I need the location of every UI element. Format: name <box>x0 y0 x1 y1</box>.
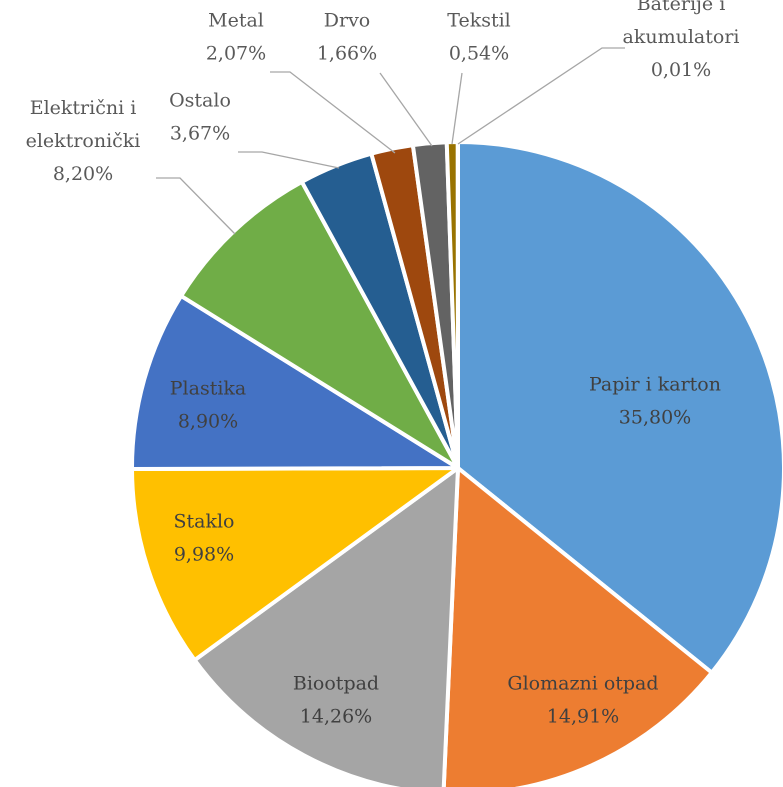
slice-category-label: Metal <box>208 10 264 32</box>
slice-label: Plastika 8,90% <box>170 378 247 433</box>
slice-value-label: 14,26% <box>300 706 372 728</box>
slice-category-label: Ostalo <box>169 90 231 112</box>
slice-label: Metal 2,07% <box>206 10 266 65</box>
slice-value-label: 8,20% <box>53 163 113 185</box>
slice-label: Glomazni otpad 14,91% <box>507 673 658 728</box>
slice-label: Staklo 9,98% <box>173 511 234 566</box>
pie-slice <box>441 466 714 787</box>
slice-category-label: Biootpad <box>293 673 379 695</box>
slice-label: Papir i karton 35,80% <box>589 374 721 429</box>
slice-value-label: 0,01% <box>651 59 711 81</box>
slice-category-label: Električni i <box>30 97 137 119</box>
slice-value-label: 3,67% <box>170 123 230 145</box>
slice-value-label: 8,90% <box>178 411 238 433</box>
slice-label: Biootpad 14,26% <box>293 673 379 728</box>
pie-slice <box>179 179 460 470</box>
leader-line <box>457 47 625 145</box>
leader-line <box>451 72 463 145</box>
pie-slice <box>129 293 460 472</box>
slice-value-label: 35,80% <box>619 407 691 429</box>
pie-slice <box>192 466 460 787</box>
slice-label: Tekstil 0,54% <box>447 10 511 65</box>
pie-slice <box>456 140 783 675</box>
slice-value-label: 1,66% <box>317 43 377 65</box>
slice-category-label: Papir i karton <box>589 374 721 396</box>
slice-label: Drvo 1,66% <box>317 10 377 65</box>
pie-slices <box>129 139 783 787</box>
slice-labels: Papir i karton 35,80% Glomazni otpad 14,91%… <box>26 0 740 728</box>
slice-label: Ostalo 3,67% <box>169 90 231 145</box>
slice-category-label: elektronički <box>26 130 141 152</box>
slice-value-label: 9,98% <box>174 544 234 566</box>
slice-category-label: Tekstil <box>447 10 511 32</box>
slice-category-label: Plastika <box>170 378 247 400</box>
leader-line <box>156 177 236 235</box>
slice-category-label: Staklo <box>173 511 234 533</box>
slice-category-label: Baterije i <box>637 0 726 15</box>
slice-category-label: akumulatori <box>623 26 740 48</box>
leader-lines <box>156 47 625 235</box>
leader-line <box>379 72 433 147</box>
slice-label: Električni i elektronički 8,20% <box>26 97 141 185</box>
slice-category-label: Drvo <box>324 10 371 32</box>
leader-line <box>270 71 396 154</box>
pie-slice <box>130 466 460 663</box>
slice-value-label: 14,91% <box>547 706 619 728</box>
slice-label: Baterije i akumulatori 0,01% <box>623 0 740 81</box>
slice-value-label: 0,54% <box>449 43 509 65</box>
slice-category-label: Glomazni otpad <box>507 673 658 695</box>
slice-value-label: 2,07% <box>206 43 266 65</box>
leader-line <box>238 151 340 169</box>
